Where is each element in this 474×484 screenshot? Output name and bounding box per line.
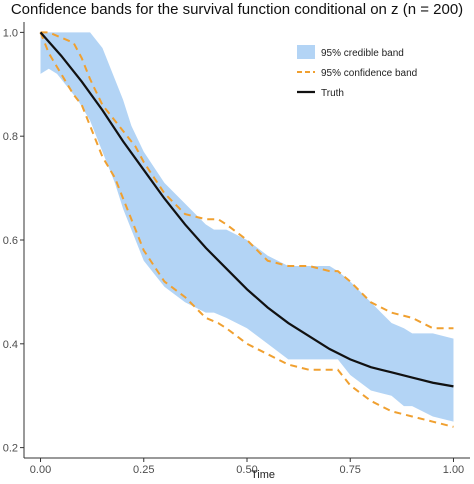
x-tick-label: 0.75: [340, 464, 361, 476]
x-tick-label: 0.00: [30, 464, 51, 476]
legend-label-confidence-band: 95% confidence band: [321, 68, 417, 79]
credible-band-area: [40, 32, 454, 422]
x-tick-label: 1.00: [443, 464, 464, 476]
legend-label-truth: Truth: [321, 88, 344, 99]
legend-swatch-credible-band: [297, 45, 315, 59]
chart-title: Confidence bands for the survival functi…: [10, 1, 464, 18]
confidence-band-upper-line: [40, 31, 454, 330]
y-tick-label: 0.4: [3, 339, 18, 351]
y-tick-label: 1.0: [3, 27, 18, 39]
truth-line: [39, 31, 454, 388]
axes: 0.00 0.25 0.50 0.75 1.00 0.2 0.4 0.6 0.8 1.0 Time: [3, 22, 470, 481]
x-tick-label: 0.50: [236, 464, 257, 476]
legend: 95% credible band 95% confidence band Trut…: [297, 45, 417, 99]
y-tick-label: 0.6: [3, 235, 18, 247]
plot-area: [39, 31, 454, 428]
legend-label-credible-band: 95% credible band: [321, 48, 404, 59]
x-tick-label: 0.25: [133, 464, 154, 476]
x-axis-label: Time: [251, 469, 275, 481]
confidence-band-lower-line: [39, 32, 454, 428]
y-tick-label: 0.2: [3, 443, 18, 455]
y-tick-label: 0.8: [3, 131, 18, 143]
